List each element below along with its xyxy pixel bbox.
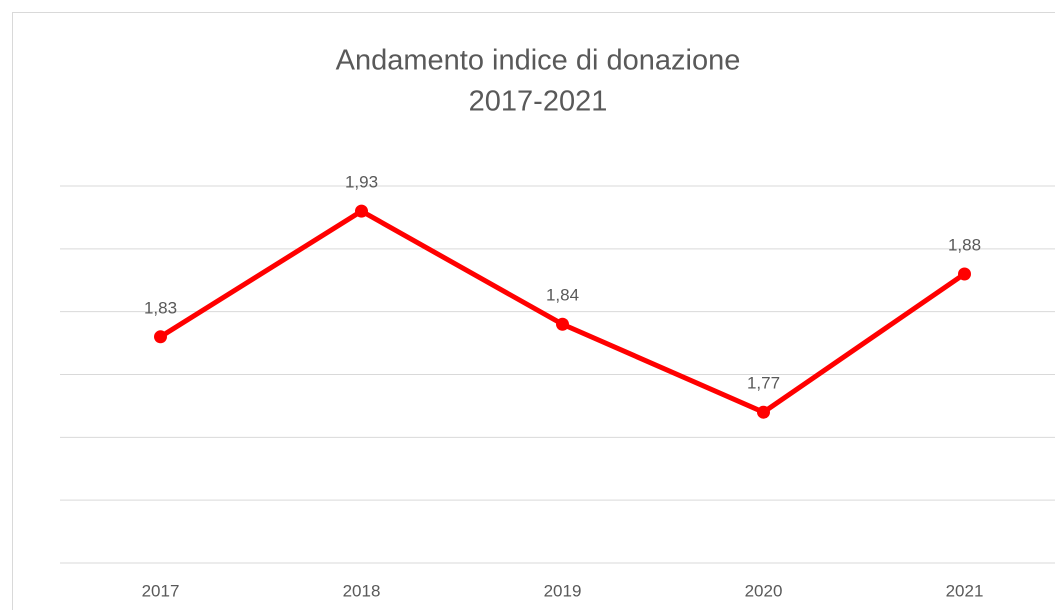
x-tick-label: 2021 (946, 581, 984, 600)
data-label: 1,83 (144, 298, 177, 317)
data-point (556, 317, 569, 331)
x-tick-label: 2018 (343, 581, 381, 600)
data-point (355, 204, 368, 218)
chart-title: Andamento indice di donazione (336, 45, 741, 77)
data-label: 1,77 (747, 374, 780, 393)
data-point (154, 330, 167, 344)
data-label: 1,88 (948, 235, 981, 254)
x-tick-label: 2019 (544, 581, 582, 600)
x-tick-label: 2017 (142, 581, 180, 600)
data-label: 1,93 (345, 173, 378, 192)
data-point (757, 405, 770, 419)
chart-subtitle: 2017-2021 (469, 86, 608, 118)
data-point (958, 267, 971, 281)
data-label: 1,84 (546, 286, 579, 305)
x-tick-label: 2020 (745, 581, 783, 600)
